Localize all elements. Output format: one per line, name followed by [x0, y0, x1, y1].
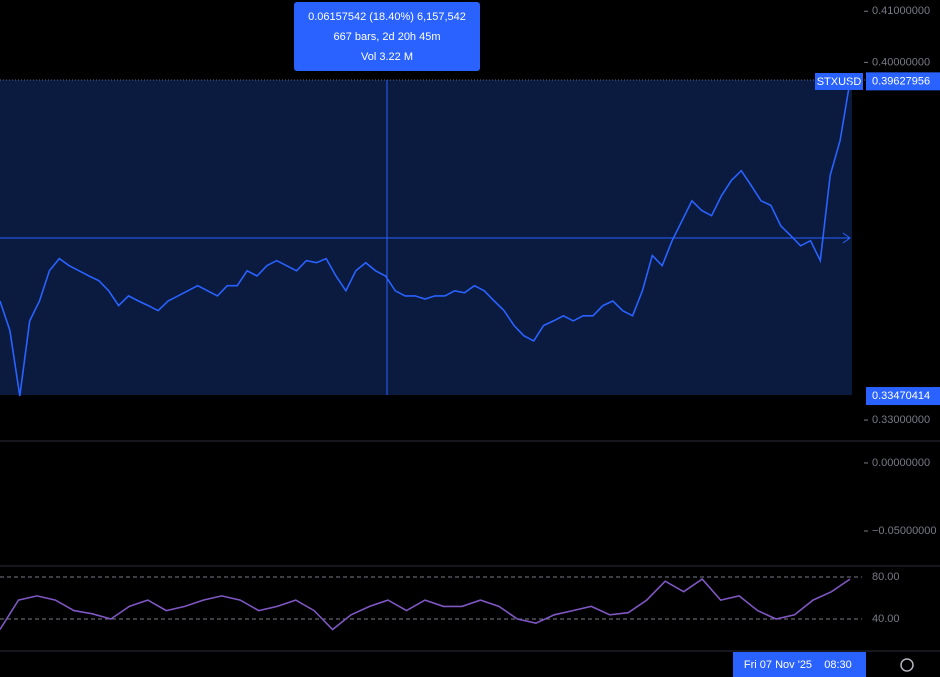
y-tick-label: 40.00: [872, 613, 900, 625]
tooltip-box: [294, 2, 480, 71]
crosshair-time: 08:30: [824, 659, 852, 671]
y-tick-label: −0.05000000: [872, 525, 937, 537]
symbol-box: [815, 73, 863, 90]
price-label: 0.39627956: [872, 75, 930, 87]
tooltip-line: 667 bars, 2d 20h 45m: [333, 31, 440, 43]
price-label-box: [866, 387, 940, 406]
settings-icon[interactable]: [900, 658, 914, 672]
y-tick-label: 0.40000000: [872, 56, 930, 68]
y-tick-label: 80.00: [872, 571, 900, 583]
y-tick-label: 0.33000000: [872, 414, 930, 426]
line: [0, 578, 851, 631]
y-tick-label: 0.41000000: [872, 5, 930, 17]
date-box: [733, 652, 866, 677]
tooltip-line: Vol 3.22 M: [361, 51, 413, 63]
price-label-box: [866, 72, 940, 91]
line: [0, 81, 851, 397]
y-tick-label: 0.00000000: [872, 457, 930, 469]
arrow-head: [842, 232, 851, 244]
crosshair-date: Fri 07 Nov '25: [744, 659, 812, 671]
symbol-label: STXUSD: [817, 76, 862, 88]
tooltip-line: 0.06157542 (18.40%) 6,157,542: [308, 11, 466, 23]
price-label: 0.33470414: [872, 390, 930, 402]
